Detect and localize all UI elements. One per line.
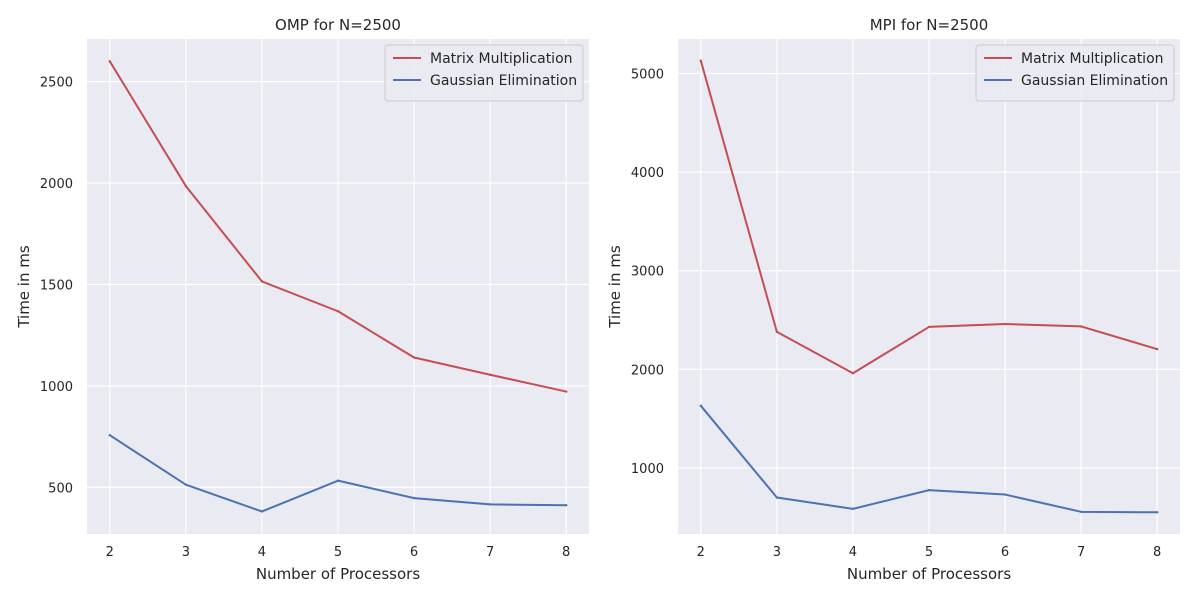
- chart-mpi: 2 3 4 5 6 7 8 1000 2000 3000 4000 5000 MPI for N=250…: [606, 16, 1180, 583]
- data-point: [108, 60, 112, 63]
- data-point: [1079, 510, 1083, 514]
- legend-label: Gaussian Elimination: [1021, 73, 1168, 89]
- data-point: [336, 310, 340, 313]
- data-point: [564, 390, 568, 393]
- x-tick-label: 6: [410, 545, 418, 560]
- legend-box: [975, 44, 1175, 102]
- x-tick-label: 8: [1153, 545, 1161, 560]
- data-point: [699, 59, 703, 62]
- y-axis-label: Time in ms: [606, 245, 624, 329]
- legend-label: Matrix Multiplication: [430, 51, 573, 67]
- data-point: [851, 372, 855, 375]
- data-point: [1003, 493, 1007, 496]
- y-axis-label: Time in ms: [15, 245, 33, 329]
- y-tick-label: 2000: [631, 363, 664, 378]
- data-point: [488, 373, 492, 376]
- x-tick-label: 4: [258, 545, 266, 560]
- chart-title: OMP for N=2500: [275, 16, 401, 34]
- y-tick-label: 1500: [40, 278, 73, 293]
- chart-title: MPI for N=2500: [870, 16, 989, 34]
- x-tick-label: 2: [106, 545, 114, 560]
- y-tick-label: 500: [48, 481, 73, 496]
- data-point: [927, 325, 931, 329]
- data-point: [1003, 322, 1007, 326]
- data-point: [1155, 511, 1159, 514]
- y-tick-label: 4000: [631, 166, 664, 181]
- data-point: [336, 479, 340, 482]
- data-point: [775, 330, 779, 334]
- data-point: [108, 434, 112, 437]
- data-point: [412, 356, 416, 359]
- legend-label: Gaussian Elimination: [430, 73, 577, 89]
- y-tick-label: 3000: [631, 265, 664, 280]
- y-tick-label: 1000: [40, 380, 73, 395]
- data-point: [699, 404, 703, 408]
- x-tick-label: 4: [849, 545, 857, 560]
- x-axis-label: Number of Processors: [847, 565, 1011, 583]
- x-tick-label: 7: [486, 545, 494, 560]
- data-point: [775, 496, 779, 499]
- x-tick-label: 7: [1077, 545, 1085, 560]
- data-point: [851, 507, 855, 511]
- x-tick-label: 6: [1001, 545, 1009, 560]
- data-point: [1155, 347, 1159, 351]
- x-tick-label: 3: [773, 545, 781, 560]
- data-point: [260, 510, 264, 513]
- y-tick-label: 2000: [40, 177, 73, 192]
- data-point: [1079, 325, 1083, 328]
- y-tick-label: 2500: [40, 76, 73, 91]
- data-point: [184, 483, 188, 486]
- x-tick-label: 2: [697, 545, 705, 560]
- chart-omp: 2 3 4 5 6 7 8 500 1000 1500 2000 2500 OMP for N=2500…: [15, 16, 589, 583]
- x-tick-label: 5: [925, 545, 933, 560]
- y-tick-label: 5000: [631, 68, 664, 83]
- legend-label: Matrix Multiplication: [1021, 51, 1164, 67]
- data-point: [488, 503, 492, 506]
- data-point: [260, 280, 264, 283]
- y-tick-label: 1000: [631, 462, 664, 477]
- legend-box: [384, 44, 584, 102]
- data-point: [927, 488, 931, 492]
- x-axis-label: Number of Processors: [256, 565, 420, 583]
- data-point: [564, 503, 568, 507]
- data-point: [412, 496, 416, 500]
- x-tick-label: 3: [182, 545, 190, 560]
- data-point: [184, 184, 188, 188]
- x-tick-label: 8: [562, 545, 570, 560]
- x-tick-label: 5: [334, 545, 342, 560]
